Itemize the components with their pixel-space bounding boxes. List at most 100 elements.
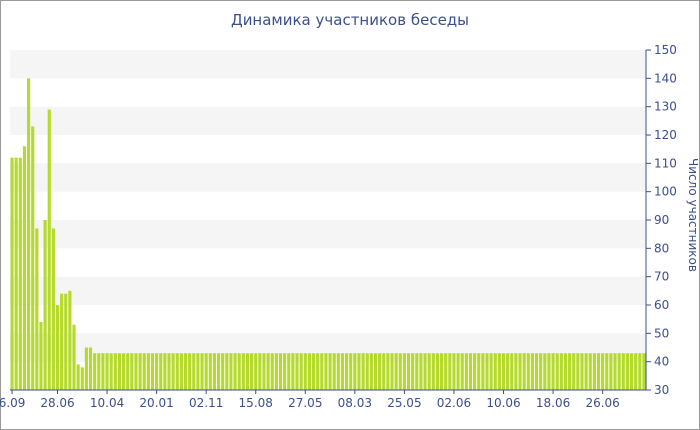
bar	[596, 353, 601, 390]
x-tick-label: 27.05	[288, 396, 322, 410]
bar	[390, 353, 394, 390]
bar	[617, 353, 621, 390]
bar	[609, 353, 613, 390]
bar	[440, 353, 444, 390]
y-tick-label: 40	[654, 355, 669, 369]
bar	[634, 353, 638, 390]
bar-series	[10, 78, 646, 390]
bar	[427, 353, 431, 390]
bar	[563, 353, 568, 390]
bar	[283, 353, 287, 390]
bar	[278, 353, 283, 390]
bar	[126, 353, 130, 390]
y-axis-ticks: 30 40 50 60 70 80 90 100 110 120 130 140 150	[646, 43, 677, 397]
bar	[192, 353, 196, 390]
bar	[522, 353, 526, 390]
bar	[336, 353, 340, 390]
bar	[477, 353, 481, 390]
bar	[303, 353, 307, 390]
grid-band	[10, 276, 646, 305]
bar	[84, 347, 88, 390]
bar	[373, 353, 378, 390]
bar	[625, 353, 629, 390]
bar	[183, 353, 188, 390]
bar	[568, 353, 572, 390]
x-tick-label: 15.08	[239, 396, 273, 410]
grid-band	[10, 333, 646, 362]
bar	[431, 353, 435, 390]
bar	[493, 353, 497, 390]
bar	[295, 353, 299, 390]
bar	[101, 353, 105, 390]
bar	[444, 353, 448, 390]
bar	[233, 353, 237, 390]
bar	[365, 353, 369, 390]
bar	[605, 353, 609, 390]
bar	[35, 228, 39, 390]
bar	[109, 353, 113, 390]
y-tick-label: 30	[654, 383, 669, 397]
bar	[51, 228, 55, 390]
bar	[68, 290, 72, 390]
bar	[204, 353, 208, 390]
bar	[584, 353, 588, 390]
bar	[270, 353, 274, 390]
bar	[547, 353, 551, 390]
bar	[369, 353, 373, 390]
bar	[241, 353, 245, 390]
bar	[113, 353, 117, 390]
bar	[262, 353, 266, 390]
bar	[212, 353, 216, 390]
bar	[534, 353, 539, 390]
bar	[398, 353, 402, 390]
bar	[411, 353, 415, 390]
y-tick-label: 140	[654, 71, 677, 85]
bar	[22, 146, 27, 390]
bar	[506, 353, 510, 390]
bar	[592, 353, 596, 390]
x-tick-label: 02.11	[189, 396, 223, 410]
bar	[138, 353, 142, 390]
bar	[580, 353, 584, 390]
x-tick-label: 26.06	[585, 396, 619, 410]
bar	[402, 353, 406, 390]
bar	[576, 353, 580, 390]
y-tick-label: 80	[654, 241, 669, 255]
y-tick-label: 130	[654, 100, 677, 114]
bar	[97, 353, 101, 390]
y-tick-label: 150	[654, 43, 677, 57]
x-tick-label: 10.04	[90, 396, 124, 410]
bar	[14, 157, 18, 390]
bar	[250, 353, 254, 390]
bar	[291, 353, 295, 390]
bar	[386, 353, 390, 390]
grid-band	[10, 220, 646, 249]
bar	[642, 353, 646, 390]
grid-band	[10, 106, 646, 135]
bar	[130, 353, 134, 390]
bar	[555, 353, 559, 390]
x-tick-label: 08.03	[338, 396, 372, 410]
bar	[76, 364, 80, 390]
bar	[117, 353, 122, 390]
bar	[311, 353, 316, 390]
bar	[237, 353, 241, 390]
bar	[72, 324, 76, 390]
x-tick-label: 6.09	[0, 396, 25, 410]
y-tick-label: 60	[654, 298, 669, 312]
x-tick-label: 02.06	[437, 396, 471, 410]
bar	[188, 353, 192, 390]
bar	[88, 347, 93, 390]
bar	[423, 353, 427, 390]
bar	[601, 353, 605, 390]
bar	[163, 353, 167, 390]
bar	[361, 353, 365, 390]
bar	[613, 353, 617, 390]
chart-title: Динамика участников беседы	[230, 11, 470, 29]
bar	[146, 353, 150, 390]
bar	[316, 353, 320, 390]
bar	[406, 353, 411, 390]
bar	[448, 353, 452, 390]
bar	[394, 353, 398, 390]
bar	[39, 322, 43, 390]
